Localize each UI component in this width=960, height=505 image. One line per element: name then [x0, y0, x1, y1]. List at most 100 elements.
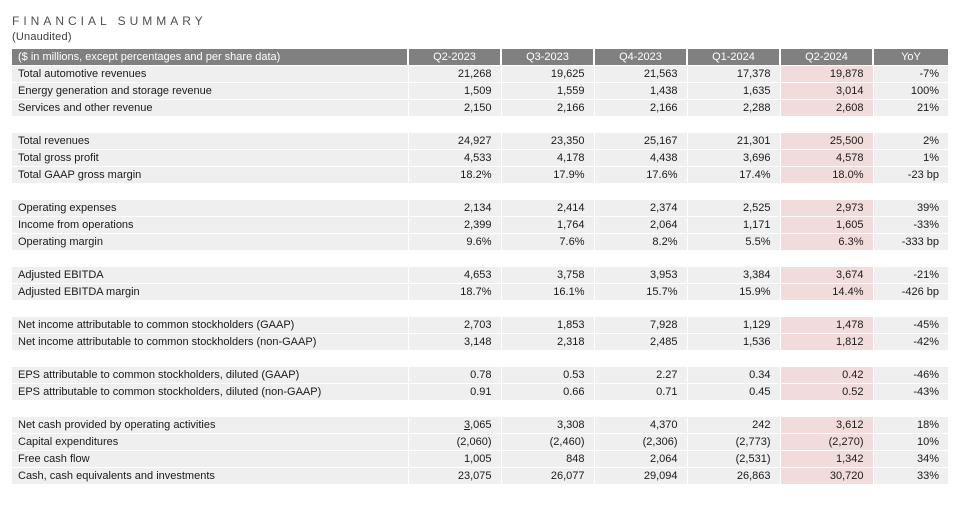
cell-value: (2,306)	[593, 433, 687, 451]
cell-value: 1,853	[500, 317, 594, 334]
cell-value: 2%	[872, 133, 948, 150]
cell-value: 848	[500, 450, 594, 468]
section-spacer	[12, 300, 948, 317]
table-row: Adjusted EBITDA margin 18.7% 16.1% 15.7% 15.…	[12, 283, 948, 301]
financial-summary-page: FINANCIAL SUMMARY (Unaudited) ($ in mill…	[12, 14, 948, 485]
cell-value: 0.71	[593, 383, 687, 401]
cell-value: 0.34	[686, 367, 780, 384]
section-spacer	[12, 183, 948, 200]
table-row: Cash, cash equivalents and investments 23…	[12, 467, 948, 485]
row-label: Income from operations	[12, 216, 408, 234]
cell-value: 7,928	[593, 317, 687, 334]
cell-value: 34%	[872, 450, 948, 468]
cell-value: 19,878	[779, 65, 873, 83]
cell-value: 19,625	[500, 65, 594, 83]
cell-value: 3,065	[407, 417, 501, 434]
cell-value: 17.9%	[500, 166, 594, 184]
cell-value: 1,559	[500, 82, 594, 100]
row-label: Net income attributable to common stockh…	[12, 333, 408, 351]
cell-value: 25,500	[779, 133, 873, 150]
cell-value: 242	[686, 417, 780, 434]
row-label: Net income attributable to common stockh…	[12, 317, 408, 334]
row-label: Capital expenditures	[12, 433, 408, 451]
cell-value: 2,485	[593, 333, 687, 351]
cell-value: 4,578	[779, 149, 873, 167]
row-label: Operating expenses	[12, 200, 408, 217]
row-label: Cash, cash equivalents and investments	[12, 467, 408, 485]
cell-value: 1,478	[779, 317, 873, 334]
cell-value: 21,563	[593, 65, 687, 83]
cell-value: 1,812	[779, 333, 873, 351]
cell-value: 26,077	[500, 467, 594, 485]
cell-value: 1,635	[686, 82, 780, 100]
row-label: Adjusted EBITDA margin	[12, 283, 408, 301]
table-body: Total automotive revenues 21,268 19,625 21,…	[12, 65, 948, 485]
cell-value: (2,270)	[779, 433, 873, 451]
cell-value: -43%	[872, 383, 948, 401]
cell-value: 3,953	[593, 267, 687, 284]
cell-value: 9.6%	[407, 233, 501, 251]
cell-value: 0.66	[500, 383, 594, 401]
cell-value: 2,399	[407, 216, 501, 234]
cell-value: 18.2%	[407, 166, 501, 184]
cell-value: 1,438	[593, 82, 687, 100]
table-row: Services and other revenue 2,150 2,166 2,16…	[12, 99, 948, 117]
cell-value: -45%	[872, 317, 948, 334]
cell-value: 3,148	[407, 333, 501, 351]
financial-summary-table: ($ in millions, except percentages and p…	[12, 49, 948, 485]
cell-value: 33%	[872, 467, 948, 485]
cell-value: 18.7%	[407, 283, 501, 301]
cell-value: 15.9%	[686, 283, 780, 301]
cell-value: 21,268	[407, 65, 501, 83]
cell-value: 2,703	[407, 317, 501, 334]
cell-value: 2,414	[500, 200, 594, 217]
cell-value: 1,342	[779, 450, 873, 468]
cell-value: 3,308	[500, 417, 594, 434]
row-label: Total gross profit	[12, 149, 408, 167]
cell-value: 2,064	[593, 450, 687, 468]
cell-value: 7.6%	[500, 233, 594, 251]
table-row: Total revenues 24,927 23,350 25,167 21,301 25…	[12, 133, 948, 150]
table-row: Adjusted EBITDA 4,653 3,758 3,953 3,384 3,674…	[12, 267, 948, 284]
cell-value: 100%	[872, 82, 948, 100]
cell-value: 2,166	[593, 99, 687, 117]
cell-value: 14.4%	[779, 283, 873, 301]
row-label: Total automotive revenues	[12, 65, 408, 83]
cell-value: 1,005	[407, 450, 501, 468]
cell-value: 4,370	[593, 417, 687, 434]
table-row: Net cash provided by operating activitie…	[12, 417, 948, 434]
cell-value: 0.42	[779, 367, 873, 384]
row-label: Total revenues	[12, 133, 408, 150]
underlined-digit: 3	[463, 419, 471, 431]
cell-value: 4,533	[407, 149, 501, 167]
table-row: Free cash flow 1,005 848 2,064 (2,531) 1,342 3…	[12, 450, 948, 468]
cell-value: 2,134	[407, 200, 501, 217]
cell-value: 23,350	[500, 133, 594, 150]
cell-value: 1,605	[779, 216, 873, 234]
cell-value: 0.52	[779, 383, 873, 401]
cell-value: (2,773)	[686, 433, 780, 451]
cell-value: 18.0%	[779, 166, 873, 184]
table-row: Total automotive revenues 21,268 19,625 21,…	[12, 65, 948, 83]
section-spacer	[12, 350, 948, 367]
cell-value: -426 bp	[872, 283, 948, 301]
table-row: Net income attributable to common stockh…	[12, 317, 948, 334]
cell-value: 1,764	[500, 216, 594, 234]
column-header: Q3-2023	[500, 49, 594, 66]
cell-value: 8.2%	[593, 233, 687, 251]
cell-value: 2,973	[779, 200, 873, 217]
page-subtitle: (Unaudited)	[12, 31, 72, 43]
table-header: ($ in millions, except percentages and p…	[12, 49, 948, 66]
table-row: Total GAAP gross margin 18.2% 17.9% 17.6% 17…	[12, 166, 948, 184]
section-spacer	[12, 400, 948, 417]
section-spacer	[12, 116, 948, 133]
table-row: Capital expenditures (2,060) (2,460) (2,306…	[12, 433, 948, 451]
cell-value: 2,064	[593, 216, 687, 234]
cell-value: 29,094	[593, 467, 687, 485]
cell-value: 17,378	[686, 65, 780, 83]
cell-value: 2,288	[686, 99, 780, 117]
cell-value: 2,166	[500, 99, 594, 117]
column-header: Q4-2023	[593, 49, 687, 66]
cell-value: 0.78	[407, 367, 501, 384]
cell-value: 2,608	[779, 99, 873, 117]
